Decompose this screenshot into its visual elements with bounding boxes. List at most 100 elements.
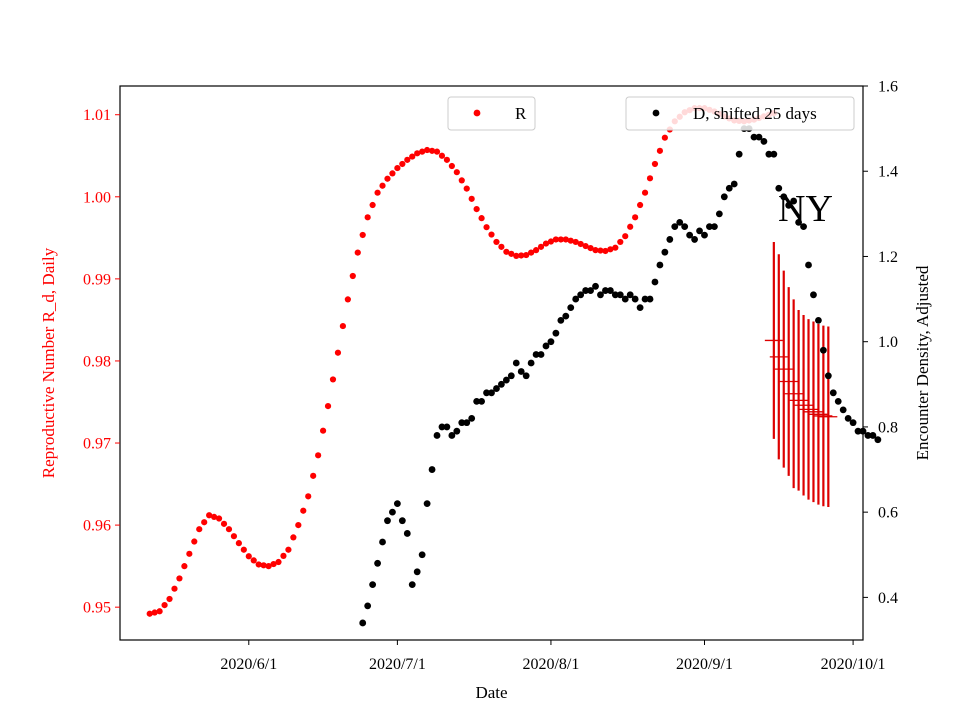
d-point (379, 538, 386, 546)
d-point (572, 295, 580, 303)
d-point (488, 389, 495, 397)
r-point (602, 247, 609, 255)
d-point (498, 380, 505, 388)
d-point (775, 184, 783, 192)
chart-annotation-ny: NY (778, 188, 833, 230)
d-point (468, 415, 476, 422)
r-point (196, 526, 203, 533)
d-point (656, 261, 664, 269)
r-point (656, 147, 664, 154)
r-point (607, 246, 614, 253)
r-point (478, 215, 485, 222)
r-point (458, 177, 465, 184)
r-point (344, 296, 351, 303)
d-point (507, 372, 515, 380)
r-point (542, 240, 550, 247)
r-point (339, 322, 346, 330)
d-point (389, 508, 396, 516)
legend-r-box (447, 96, 536, 131)
d-point (810, 291, 817, 299)
r-point (374, 189, 381, 196)
d-point (869, 432, 877, 439)
r-point (240, 546, 247, 553)
d-point (819, 346, 827, 354)
d-point (453, 427, 461, 435)
r-point (324, 402, 332, 410)
r-point (181, 563, 188, 570)
r-point (641, 189, 649, 196)
x-axis-title: Date (475, 683, 507, 702)
d-point (582, 287, 590, 294)
r-point (528, 249, 535, 256)
series-r (146, 105, 777, 617)
r-point (537, 243, 545, 250)
error-bars (764, 241, 838, 508)
r-point (557, 236, 564, 243)
r-point (270, 560, 277, 568)
d-point (661, 248, 669, 256)
y-right-tick-label: 1.0 (878, 334, 898, 351)
y-right-tick-label: 0.8 (878, 419, 898, 436)
r-point (379, 182, 386, 189)
r-point (572, 238, 579, 246)
d-point (849, 419, 857, 427)
d-point (666, 236, 674, 243)
d-point (502, 376, 510, 384)
r-point (473, 206, 480, 213)
r-point (280, 552, 287, 559)
d-point (413, 568, 421, 576)
r-point (582, 242, 589, 250)
r-point (597, 247, 604, 254)
d-point (844, 415, 852, 422)
r-point (414, 150, 421, 157)
r-point (394, 164, 401, 172)
d-point (686, 231, 694, 239)
d-point (780, 193, 788, 201)
d-point (636, 304, 644, 311)
legend-d-box (625, 96, 855, 131)
x-tick-label: 2020/8/1 (522, 656, 579, 673)
r-point (319, 427, 327, 434)
d-point (517, 368, 525, 375)
r-point (265, 563, 272, 570)
r-point (295, 521, 302, 529)
r-point (245, 553, 252, 560)
r-point (290, 534, 297, 541)
r-point (632, 214, 639, 221)
r-point (334, 349, 342, 356)
d-point (493, 385, 500, 392)
x-tick-label: 2020/7/1 (369, 656, 426, 673)
r-point (419, 148, 426, 155)
r-point (404, 156, 411, 163)
d-point (681, 223, 689, 231)
r-point (176, 575, 183, 582)
r-point (211, 513, 218, 520)
r-point (315, 452, 322, 459)
d-point (626, 291, 634, 299)
d-point (800, 223, 807, 231)
d-point (805, 261, 812, 269)
d-point (458, 419, 466, 427)
d-point (706, 223, 713, 231)
d-point (527, 359, 535, 367)
d-point (829, 389, 837, 397)
r-point (384, 175, 391, 182)
d-point (701, 231, 708, 239)
r-point (617, 238, 624, 246)
y-right-tick-label: 0.4 (878, 590, 898, 607)
d-point (463, 419, 471, 427)
d-point (671, 223, 679, 231)
r-point (409, 153, 416, 160)
r-point (627, 223, 634, 230)
r-point (151, 609, 158, 616)
d-point (834, 397, 842, 405)
r-point (428, 147, 436, 154)
d-point (562, 312, 570, 320)
d-point (874, 436, 882, 444)
r-point (255, 561, 262, 568)
r-point (612, 244, 619, 251)
d-point (532, 351, 540, 358)
d-point (715, 210, 723, 218)
r-point (508, 250, 515, 257)
r-point (156, 608, 163, 615)
